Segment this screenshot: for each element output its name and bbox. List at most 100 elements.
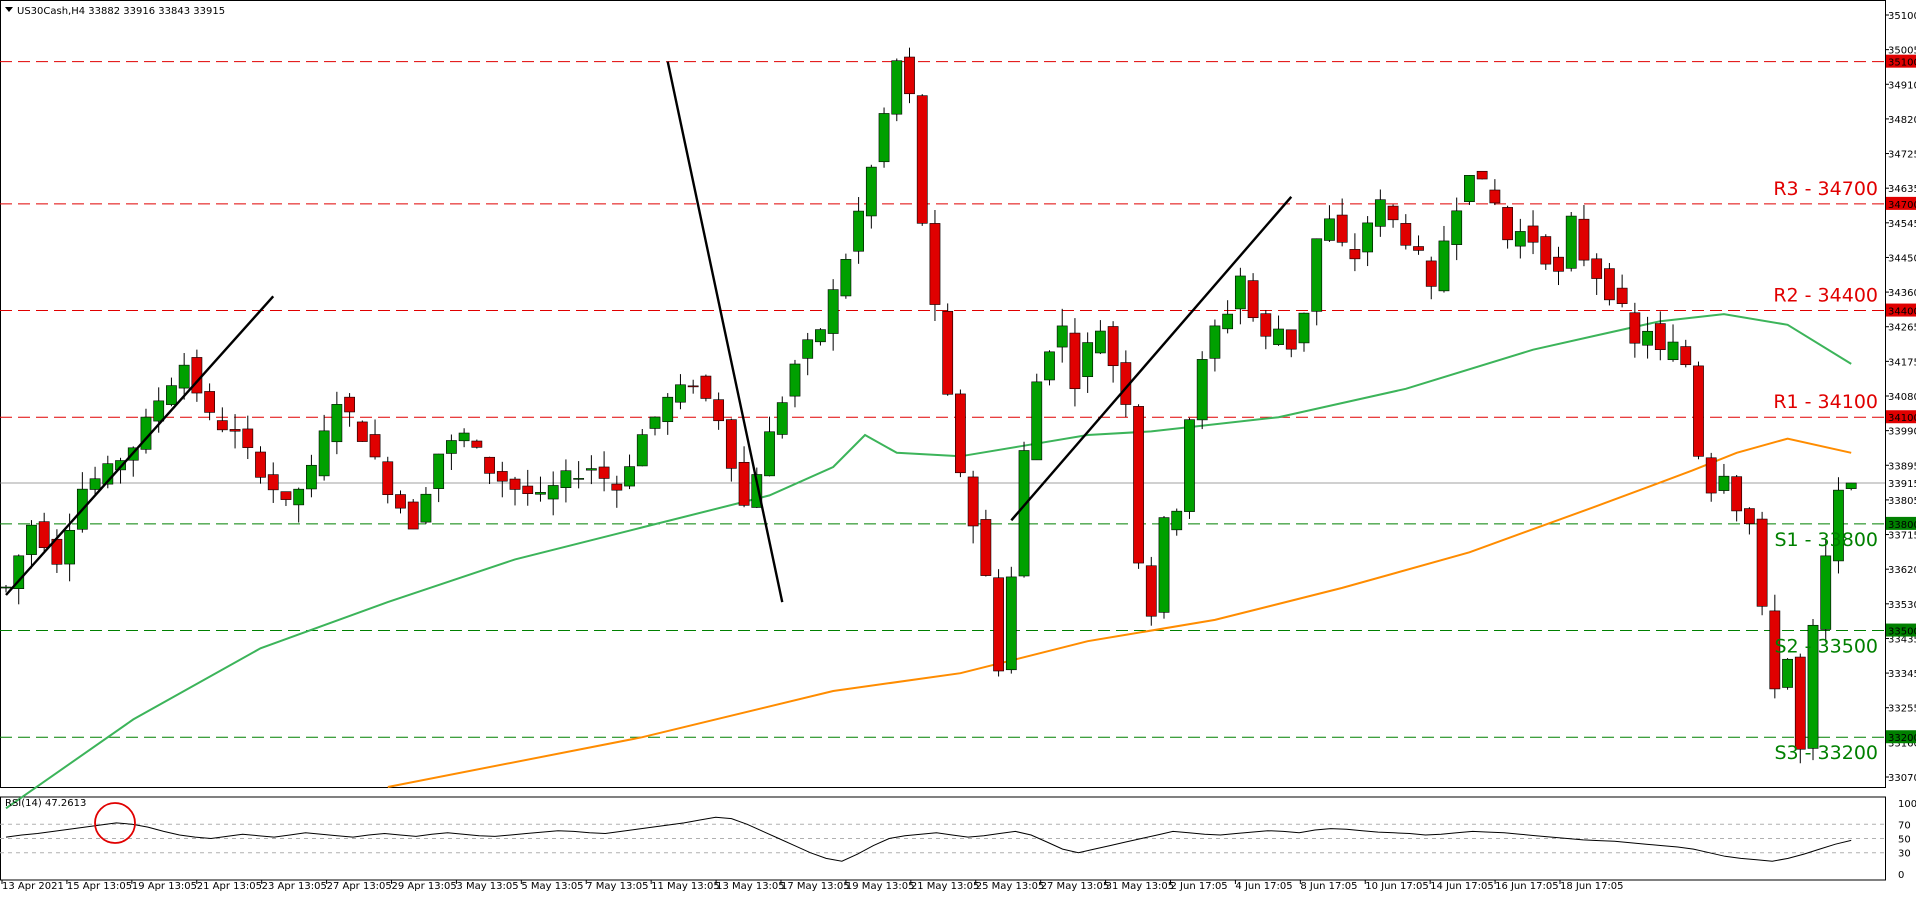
main-plot-border [0,0,1886,788]
candle-body [1298,312,1310,344]
candle-body [1234,275,1246,310]
time-tick-label: 19 Apr 13:05 [132,881,197,892]
candle-body [764,431,775,477]
candle-body [1464,175,1475,202]
price-tag-top-bg [1886,54,1916,68]
price-tick-label: 33990 [1888,427,1916,438]
price-tick-label: 33255 [1888,704,1916,715]
level-label-resistance: R2 - 34400 [1773,285,1878,307]
candle-body [1616,287,1628,304]
candle-body [1527,225,1539,243]
candle-body [891,60,903,115]
rsi-tick-label: 0 [1898,870,1904,881]
candle-body [1476,170,1488,180]
rsi-header: RSI(14) 47.2613 [5,798,86,809]
candle-body [789,363,801,397]
candle-body [624,466,635,487]
candle-body [1209,325,1221,359]
candle-body [687,385,699,388]
candle-body [1260,313,1272,337]
candle-body [64,529,76,565]
candle-body [344,396,355,413]
time-tick-label: 14 Jun 17:05 [1430,881,1494,892]
candle-body [306,464,317,490]
price-tick-label: 33805 [1888,496,1916,507]
candle-body [0,586,12,589]
candle-body [1005,576,1017,671]
candle-body [407,501,419,530]
candle-body [980,519,992,576]
candle-body [382,461,394,496]
candle-body [929,223,941,305]
chart-header: US30Cash,H4 33882 33916 33843 33915 [17,6,225,17]
candle-body [1107,326,1119,367]
candle-body [178,364,190,389]
candle-body [38,521,50,548]
level-label-support: S3 - 33200 [1774,742,1878,764]
candle-body [1807,624,1819,749]
candle-body [395,494,406,509]
candle-body [547,485,559,500]
time-tick-label: 17 May 13:05 [781,881,850,892]
candle-body [445,440,457,454]
rsi-panel: 100 70 50 30 0 [0,799,1916,881]
candle-body [1820,555,1832,630]
candle-body [1578,218,1590,261]
candle-body [1438,240,1450,292]
candle-body [967,476,979,527]
time-tick-label: 13 May 13:05 [716,881,785,892]
candle-body [331,404,343,443]
candle-body [458,432,470,442]
candle-body [166,385,177,405]
candle-body [598,466,610,479]
candle-body [242,428,254,448]
time-tick-label: 27 May 13:05 [1041,881,1110,892]
time-tick-label: 5 May 13:05 [521,881,583,892]
candle-body [1133,406,1144,564]
price-tag-support-bg [1886,516,1916,530]
candle-body [649,416,661,429]
candle-body [802,339,814,359]
candle-body [1642,330,1653,346]
candle-body [955,393,966,474]
price-tag-support-bg [1886,730,1916,744]
candle-body [1743,508,1755,525]
price-tag-resistance: 34700 [1888,200,1916,211]
rsi-line [5,816,1852,862]
candle-body [1247,280,1259,319]
candle-body [267,474,279,491]
price-tag-resistance-bg [1886,196,1916,210]
chart-header-triangle-icon[interactable] [5,7,13,12]
candle-body [1044,351,1055,381]
price-tick-label: 34265 [1888,323,1916,334]
price-tag-support: 33200 [1888,733,1916,744]
candle-body [993,577,1004,672]
candle-body [1094,330,1106,354]
candle-body [585,468,597,471]
candle-body [1654,323,1666,351]
price-tick-label: 33160 [1888,738,1916,749]
candle-body [356,421,368,442]
candle-body [878,113,890,163]
candle-body [1171,510,1183,531]
candle-body [433,453,445,489]
trendline-1 [5,295,275,596]
rsi-tick-label: 30 [1898,849,1911,860]
moving-average-orange [387,437,1852,788]
candle-body [675,384,686,403]
time-tick-label: 3 May 13:05 [456,881,518,892]
level-label-resistance: R3 - 34700 [1773,178,1878,200]
candles [0,47,1857,764]
candle-body [89,478,101,490]
candle-body [1374,199,1386,227]
price-tick-label: 34725 [1888,150,1916,161]
candle-body [204,391,215,413]
candle-body [1502,207,1513,241]
price-tick-label: 35100 [1888,11,1916,22]
moving-averages [5,313,1852,810]
candle-body [1031,381,1043,461]
candle-body [560,470,572,488]
candle-body [216,420,228,431]
candle-body [509,478,521,490]
candle-body [1082,342,1094,378]
